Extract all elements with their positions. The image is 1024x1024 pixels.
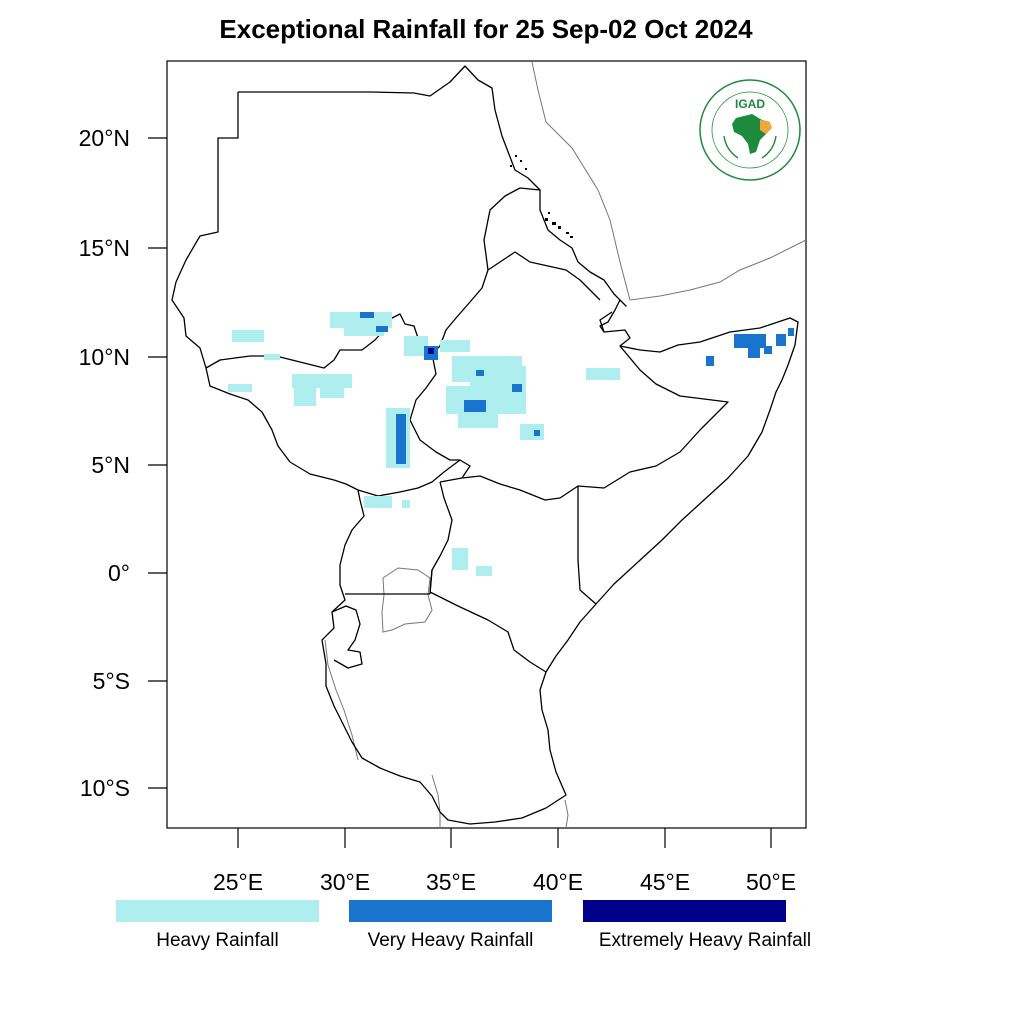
outer-coastlines [324,61,807,829]
igad-logo: IGAD [699,79,801,181]
legend-swatch-heavy [116,900,319,922]
map-title: Exceptional Rainfall for 25 Sep-02 Oct 2… [219,14,753,44]
lake-tanganyika [324,639,359,761]
lat-tick-marks [148,137,167,789]
legend-label-extreme: Extremely Heavy Rainfall [598,930,812,951]
lat-label-10n: 10°N [79,344,130,370]
lat-label-0: 0° [108,560,130,586]
lon-label-45e: 45°E [640,869,690,895]
laurel-right-icon [761,135,777,159]
lat-label-5n: 5°N [91,452,130,478]
lake-malawi [431,774,441,828]
logo-text: IGAD [735,97,765,111]
heavy-rainfall-areas [228,312,620,576]
lake-victoria [381,567,433,633]
lon-label-35e: 35°E [426,869,476,895]
lon-label-30e: 30°E [320,869,370,895]
eritrea-border [483,187,541,271]
dahlak-islands [510,155,573,238]
legend-label-heavy: Heavy Rainfall [156,930,279,951]
country-borders [171,65,799,825]
lat-label-15n: 15°N [79,235,130,261]
extreme-rainfall-areas [428,348,434,354]
legend-swatch-very-heavy [349,900,552,922]
very-heavy-rainfall-areas [360,312,794,464]
ethiopia-east [439,345,729,501]
laurel-left-icon [723,135,739,159]
lon-label-40e: 40°E [533,869,583,895]
lat-label-10s: 10°S [80,775,130,801]
lon-label-50e: 50°E [746,869,796,895]
horn-region-icon [760,120,772,134]
rwanda-burundi [331,605,363,669]
lat-tick-labels: 20°N 15°N 10°N 5°N 0° 5°S 10°S [79,125,130,801]
lat-label-20n: 20°N [79,125,130,151]
uganda-east [429,569,433,595]
lat-label-5s: 5°S [93,668,130,694]
plot-frame [166,60,807,829]
somalia-kenya [577,486,597,605]
ethiopia-djibouti [599,311,613,333]
sudan-outline [238,65,799,825]
legend-label-very-heavy: Very Heavy Rainfall [367,930,534,951]
lon-label-25e: 25°E [213,869,263,895]
lon-tick-marks [237,828,772,848]
lon-tick-labels: 25°E 30°E 35°E 40°E 45°E 50°E [213,869,796,895]
arabian-coast [531,61,807,301]
mozambique-border [564,799,569,829]
south-sudan-south [357,459,471,497]
legend-swatch-extreme [583,900,786,922]
